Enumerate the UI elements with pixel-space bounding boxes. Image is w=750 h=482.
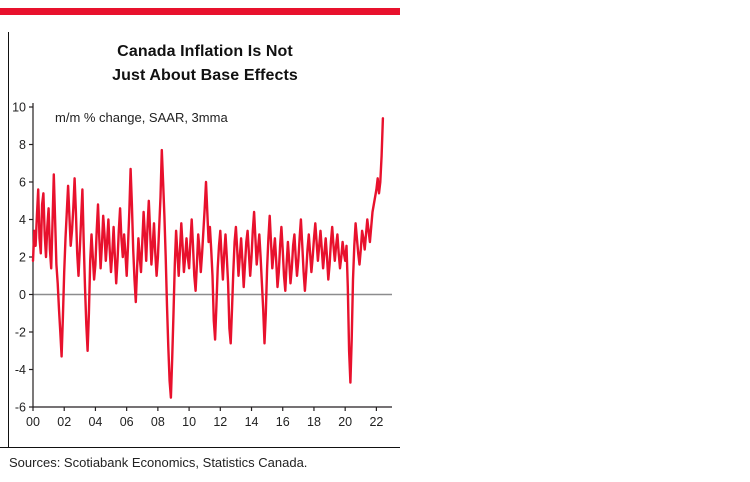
inflation-chart-card: Canada Inflation Is Not Just About Base …	[0, 8, 400, 470]
inflation-series-line	[31, 117, 385, 399]
y-tick-label: 6	[19, 176, 26, 190]
source-note: Sources: Scotiabank Economics, Statistic…	[9, 455, 308, 470]
y-tick-label: -2	[15, 326, 26, 340]
x-tick-label: 12	[213, 415, 227, 429]
top-accent-bar	[0, 8, 400, 15]
y-tick-label: -4	[15, 363, 26, 377]
x-tick-label: 22	[369, 415, 383, 429]
x-tick-label: 04	[88, 415, 102, 429]
y-tick-label: 2	[19, 251, 26, 265]
x-tick-label: 16	[276, 415, 290, 429]
y-tick-label: 4	[19, 213, 26, 227]
y-tick-label: 8	[19, 138, 26, 152]
y-tick-label: 0	[19, 288, 26, 302]
x-tick-label: 14	[245, 415, 259, 429]
x-tick-label: 06	[120, 415, 134, 429]
y-tick-label: -6	[15, 401, 26, 415]
x-tick-label: 02	[57, 415, 71, 429]
y-tick-label: 10	[12, 101, 26, 115]
x-tick-label: 00	[26, 415, 40, 429]
chart-title-line1: Canada Inflation Is Not	[117, 43, 293, 60]
source-divider	[0, 447, 400, 448]
chart-subtitle: m/m % change, SAAR, 3mma	[55, 110, 228, 125]
x-tick-label: 18	[307, 415, 321, 429]
x-tick-label: 08	[151, 415, 165, 429]
chart-title: Canada Inflation Is Not Just About Base …	[20, 40, 390, 88]
x-tick-label: 20	[338, 415, 352, 429]
chart-title-line2: Just About Base Effects	[112, 67, 298, 84]
left-border-rule	[8, 32, 9, 448]
x-tick-label: 10	[182, 415, 196, 429]
